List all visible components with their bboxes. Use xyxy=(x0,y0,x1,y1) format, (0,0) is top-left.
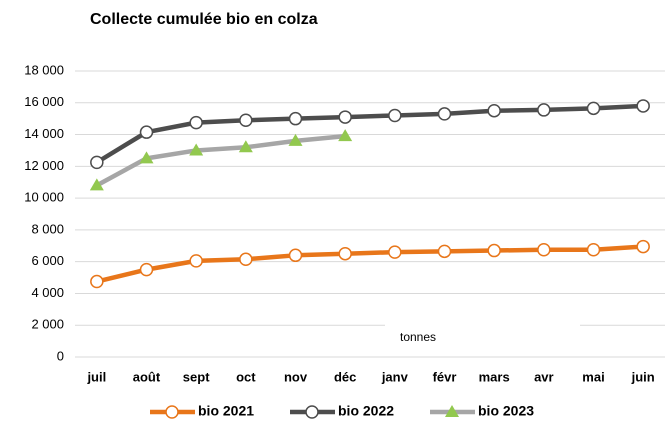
marker xyxy=(139,151,154,164)
legend-label: bio 2023 xyxy=(478,403,534,419)
annotation-box xyxy=(385,322,580,356)
marker xyxy=(90,155,104,170)
marker xyxy=(239,252,253,267)
marker xyxy=(437,244,452,259)
marker xyxy=(636,99,650,113)
y-tick-label: 6 000 xyxy=(31,253,64,268)
y-tick-label: 18 000 xyxy=(24,62,64,77)
legend-label: bio 2022 xyxy=(338,403,394,419)
marker xyxy=(89,178,104,191)
legend-label: bio 2021 xyxy=(198,403,254,419)
legend-marker xyxy=(165,405,179,419)
marker xyxy=(139,262,154,277)
x-tick-label: nov xyxy=(284,369,308,384)
y-tick-label: 12 000 xyxy=(24,158,64,173)
series-line xyxy=(95,103,644,165)
y-tick-label: 8 000 xyxy=(31,221,64,236)
marker xyxy=(487,243,501,258)
marker xyxy=(238,140,253,153)
y-tick-label: 0 xyxy=(57,348,64,363)
marker xyxy=(586,101,601,116)
x-tick-label: mai xyxy=(582,369,604,384)
marker xyxy=(189,143,204,156)
marker xyxy=(90,274,104,289)
y-tick-label: 10 000 xyxy=(24,190,64,205)
legend-marker xyxy=(445,405,459,417)
marker xyxy=(636,239,650,254)
y-tick-label: 14 000 xyxy=(24,126,64,141)
y-tick-label: 4 000 xyxy=(31,285,64,300)
x-tick-label: avr xyxy=(534,369,554,384)
x-tick-label: août xyxy=(133,369,161,384)
y-tick-label: 2 000 xyxy=(31,317,64,332)
marker xyxy=(239,113,253,128)
x-tick-label: juil xyxy=(86,369,106,384)
x-tick-label: févr xyxy=(433,369,457,384)
x-tick-label: sept xyxy=(183,369,210,384)
y-tick-label: 16 000 xyxy=(24,94,64,109)
marker xyxy=(288,111,303,126)
x-tick-label: déc xyxy=(334,369,356,384)
marker xyxy=(487,103,501,118)
marker xyxy=(537,243,551,257)
x-tick-label: oct xyxy=(236,369,256,384)
legend-marker xyxy=(305,405,319,419)
x-tick-label: mars xyxy=(479,369,510,384)
marker xyxy=(338,129,353,142)
marker xyxy=(139,125,154,139)
chart-title: Collecte cumulée bio en colza xyxy=(90,11,318,28)
marker xyxy=(338,110,352,124)
annotation: tonnes xyxy=(400,330,436,344)
marker xyxy=(388,245,402,259)
marker xyxy=(537,103,551,117)
marker xyxy=(189,115,203,130)
marker xyxy=(437,107,452,121)
marker xyxy=(288,133,303,146)
series-line xyxy=(96,244,644,284)
marker xyxy=(189,254,203,268)
x-tick-label: juin xyxy=(631,369,655,384)
marker xyxy=(388,108,402,123)
marker xyxy=(586,243,601,257)
x-tick-label: janv xyxy=(381,369,409,384)
series-line xyxy=(95,133,346,188)
marker xyxy=(338,246,352,261)
marker xyxy=(288,248,303,263)
